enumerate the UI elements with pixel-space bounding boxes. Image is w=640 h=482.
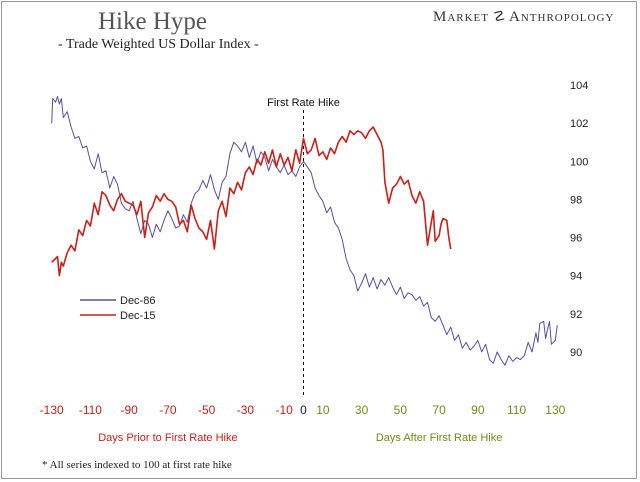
x-axis-label-before: Days Prior to First Rate Hike [98,432,237,444]
x-tick-label: 30 [355,403,369,417]
x-tick-label: -10 [275,403,293,417]
brand-right-text: Anthropology [509,9,615,25]
y-tick-label: 90 [570,347,582,359]
x-tick-label: 130 [545,403,565,417]
dna-helix-icon: ☡ [493,10,507,25]
y-tick-label: 98 [570,194,582,206]
x-tick-label: 110 [507,403,526,417]
series-line-dec-15 [51,126,452,277]
brand-logo: Market ☡ Anthropology [433,9,614,26]
brand-left-text: Market [433,9,490,25]
x-tick-label: 0 [300,403,307,417]
x-tick-label: -90 [120,403,138,417]
y-tick-label: 100 [570,156,588,168]
y-tick-label: 94 [570,271,582,283]
y-tick-label: 104 [570,80,588,92]
y-tick-label: 92 [570,309,582,321]
first-rate-hike-annotation: First Rate Hike [267,97,340,109]
footnote: * All series indexed to 100 at first rat… [42,459,232,471]
x-tick-label: -30 [237,403,255,417]
chart-subtitle: - Trade Weighted US Dollar Index - [58,37,259,52]
y-tick-label: 102 [570,118,588,130]
y-tick-label: 96 [570,233,582,245]
x-tick-label: -130 [40,403,64,417]
x-tick-label: 50 [394,403,408,417]
series-line-dec-86 [51,96,558,366]
legend-label-dec-86: Dec-86 [120,295,155,307]
x-tick-label: 90 [471,403,485,417]
chart-title: Hike Hype [98,8,207,35]
x-tick-label: 70 [432,403,446,417]
x-tick-label: -70 [159,403,177,417]
x-tick-label: -50 [198,403,216,417]
legend-label-dec-15: Dec-15 [120,310,155,322]
x-axis-label-after: Days After First Rate Hike [376,432,503,444]
x-tick-label: 10 [316,403,330,417]
x-tick-label: -110 [79,403,102,417]
